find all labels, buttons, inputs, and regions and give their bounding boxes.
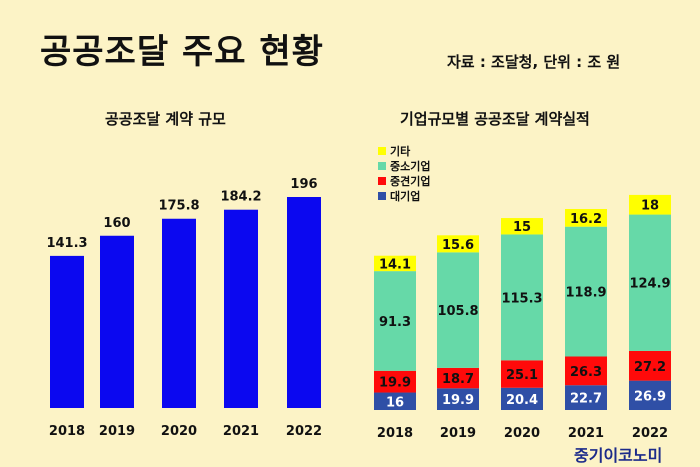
segment-value-label: 26.9 [634,389,666,404]
x-tick-label: 2018 [49,424,85,439]
segment-value-label: 118.9 [565,286,606,301]
segment-value-label: 18.7 [442,372,474,387]
source-note: 자료 : 조달청, 단위 : 조 원 [447,53,621,71]
segment-2021-2 [565,226,607,357]
segment-2018-0 [374,392,416,410]
segment-value-label: 18 [641,199,659,214]
segment-value-label: 16 [386,395,404,410]
x-tick-label: 2019 [99,424,135,439]
segment-value-label: 124.9 [629,277,670,292]
segment-2022-2 [629,214,671,351]
segment-value-label: 27.2 [634,360,666,375]
segment-2021-1 [565,356,607,386]
legend-label: 중견기업 [390,174,430,188]
segment-2022-1 [629,350,671,381]
segment-value-label: 115.3 [501,291,542,306]
segment-2019-3 [437,235,479,253]
x-tick-label: 2021 [568,426,604,441]
segment-2021-3 [565,208,607,227]
segment-2019-2 [437,252,479,368]
segment-value-label: 15.6 [442,238,474,253]
segment-2019-1 [437,367,479,389]
page-title: 공공조달 주요 현황 [40,32,324,72]
x-tick-label: 2019 [440,426,476,441]
segment-value-label: 25.1 [506,368,538,383]
bar-value-label: 175.8 [158,199,199,214]
segment-2020-0 [501,387,543,410]
segment-2018-2 [374,271,416,371]
legend-swatch [378,162,386,170]
x-tick-label: 2020 [504,426,540,441]
brand-logo-text: 중기이코노미 [574,446,663,465]
segment-2020-2 [501,234,543,361]
x-tick-label: 2021 [223,424,259,439]
segment-2018-3 [374,255,416,272]
x-tick-label: 2022 [286,424,322,439]
legend-swatch [378,147,386,155]
segment-value-label: 19.9 [442,393,474,408]
bar-2021 [224,209,258,408]
segment-value-label: 14.1 [379,257,411,272]
bar-2019 [100,235,134,408]
right-chart-title: 기업규모별 공공조달 계약실적 [400,110,590,128]
legend-label: 중소기업 [390,159,430,173]
segment-2021-0 [565,385,607,410]
x-tick-label: 2018 [377,426,413,441]
bar-2020 [162,218,196,408]
legend-label: 대기업 [390,189,420,203]
bar-2022 [287,197,321,408]
segment-2019-0 [437,388,479,410]
legend-swatch [378,177,386,185]
segment-2022-0 [629,380,671,410]
segment-value-label: 91.3 [379,315,411,330]
segment-value-label: 15 [513,220,531,235]
bar-2018 [50,255,84,408]
segment-value-label: 22.7 [570,392,602,407]
bar-value-label: 141.3 [46,236,87,251]
segment-value-label: 20.4 [506,393,538,408]
segment-2020-1 [501,360,543,388]
legend-swatch [378,192,386,200]
left-chart-title: 공공조달 계약 규모 [105,110,226,128]
segment-value-label: 105.8 [437,304,478,319]
legend-label: 기타 [390,144,411,158]
segment-value-label: 19.9 [379,376,411,391]
segment-2022-3 [629,194,671,215]
x-tick-label: 2022 [632,426,668,441]
bar-value-label: 184.2 [220,190,261,205]
x-tick-label: 2020 [161,424,197,439]
bar-value-label: 160 [103,216,130,231]
segment-2018-1 [374,370,416,393]
bar-value-label: 196 [290,177,317,192]
segment-value-label: 26.3 [570,365,602,380]
segment-value-label: 16.2 [570,212,602,227]
segment-2020-3 [501,218,543,235]
